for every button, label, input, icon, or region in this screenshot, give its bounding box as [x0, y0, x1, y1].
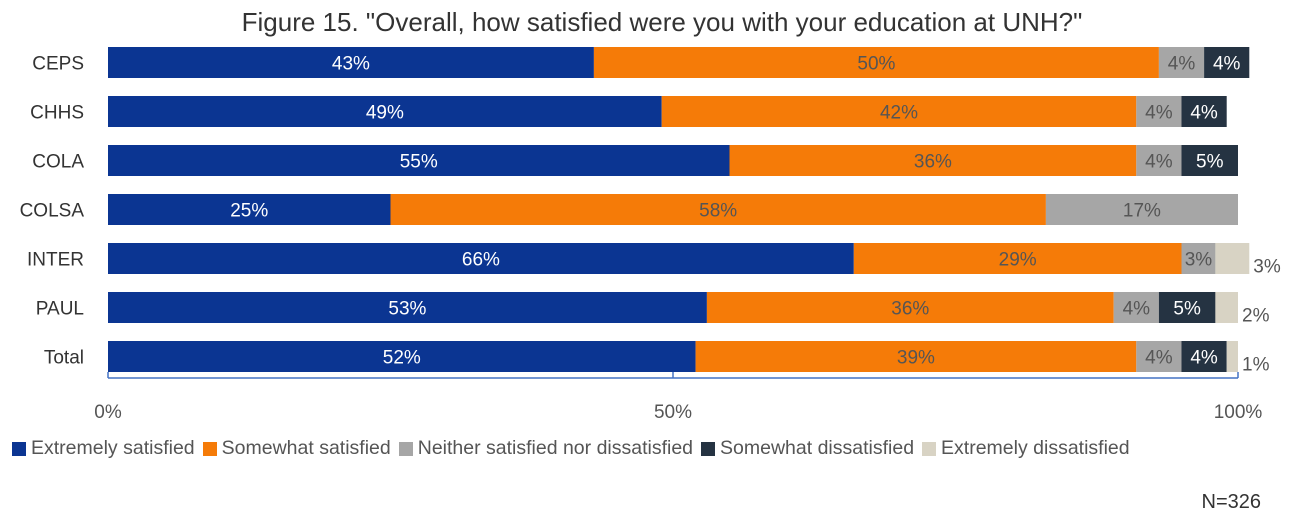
data-label-ceps-extremely-satisfied: 43% [332, 54, 370, 75]
data-label-total-somewhat-dissatisfied: 4% [1190, 348, 1218, 369]
data-label-chhs-extremely-satisfied: 49% [366, 103, 404, 124]
legend-item-somewhat-satisfied: Somewhat satisfied [202, 437, 391, 460]
bar-chhs-neither-satisfied-nor-dissatisfied [1136, 96, 1182, 127]
bar-ceps-somewhat-satisfied [593, 47, 1159, 78]
data-label-cola-somewhat-satisfied: 36% [914, 152, 952, 173]
data-label-chhs-somewhat-satisfied: 42% [880, 103, 918, 124]
bar-paul-extremely-satisfied [108, 292, 707, 323]
bar-total-extremely-satisfied [108, 341, 696, 372]
legend-item-neither-satisfied-nor-dissatisfied: Neither satisfied nor dissatisfied [398, 437, 694, 460]
bar-inter-somewhat-satisfied [853, 243, 1182, 274]
bar-paul-somewhat-dissatisfied [1158, 292, 1216, 323]
category-label-ceps: CEPS [32, 54, 84, 75]
legend-item-extremely-satisfied: Extremely satisfied [12, 437, 195, 460]
data-label-inter-neither-satisfied-nor-dissatisfied: 3% [1185, 250, 1213, 271]
bar-chhs-extremely-satisfied [108, 96, 662, 127]
bar-inter-extremely-satisfied [108, 243, 854, 274]
data-label-total-extremely-satisfied: 52% [383, 348, 421, 369]
bar-total-neither-satisfied-nor-dissatisfied [1136, 341, 1182, 372]
legend: Extremely satisfied Somewhat satisfied Nei… [12, 437, 1138, 460]
x-tick-label: 0% [94, 402, 122, 423]
category-label-colsa: COLSA [20, 201, 85, 222]
data-label-colsa-neither-satisfied-nor-dissatisfied: 17% [1123, 201, 1161, 222]
bar-cola-somewhat-dissatisfied [1181, 145, 1238, 176]
x-tick-label: 50% [654, 402, 692, 423]
legend-swatch [202, 441, 217, 456]
legend-label: Somewhat satisfied [221, 437, 391, 459]
data-label-chhs-neither-satisfied-nor-dissatisfied: 4% [1145, 103, 1173, 124]
legend-label: Extremely dissatisfied [941, 437, 1130, 459]
data-label-paul-somewhat-dissatisfied: 5% [1173, 299, 1201, 320]
bar-colsa-extremely-satisfied [108, 194, 391, 225]
data-label-ceps-neither-satisfied-nor-dissatisfied: 4% [1168, 54, 1196, 75]
category-label-total: Total [44, 348, 84, 369]
data-label-colsa-extremely-satisfied: 25% [230, 201, 268, 222]
data-label-ceps-somewhat-satisfied: 50% [857, 54, 895, 75]
data-label-paul-extremely-dissatisfied: 2% [1242, 306, 1270, 327]
category-label-chhs: CHHS [30, 103, 84, 124]
data-label-colsa-somewhat-satisfied: 58% [699, 201, 737, 222]
data-label-inter-somewhat-satisfied: 29% [999, 250, 1037, 271]
bar-ceps-somewhat-dissatisfied [1204, 47, 1250, 78]
data-label-paul-extremely-satisfied: 53% [388, 299, 426, 320]
bar-inter-neither-satisfied-nor-dissatisfied [1181, 243, 1216, 274]
bar-inter-extremely-dissatisfied [1215, 243, 1250, 274]
legend-item-somewhat-dissatisfied: Somewhat dissatisfied [701, 437, 914, 460]
data-label-cola-somewhat-dissatisfied: 5% [1196, 152, 1224, 173]
data-label-chhs-somewhat-dissatisfied: 4% [1190, 103, 1218, 124]
legend-swatch [12, 441, 26, 456]
chart-title: Figure 15. "Overall, how satisfied were … [242, 7, 1083, 37]
legend-label: Extremely satisfied [31, 437, 195, 459]
legend-swatch [398, 441, 413, 456]
legend-label: Neither satisfied nor dissatisfied [417, 437, 694, 459]
bar-chhs-somewhat-satisfied [661, 96, 1137, 127]
legend-swatch [922, 441, 937, 456]
data-label-cola-extremely-satisfied: 55% [400, 152, 438, 173]
bar-total-somewhat-dissatisfied [1181, 341, 1227, 372]
bar-total-extremely-dissatisfied [1226, 341, 1238, 372]
category-label-paul: PAUL [36, 299, 84, 320]
bar-chhs-somewhat-dissatisfied [1181, 96, 1227, 127]
bar-total-somewhat-satisfied [695, 341, 1137, 372]
data-label-cola-neither-satisfied-nor-dissatisfied: 4% [1145, 152, 1173, 173]
bar-paul-extremely-dissatisfied [1215, 292, 1238, 323]
bar-paul-neither-satisfied-nor-dissatisfied [1113, 292, 1159, 323]
data-label-total-extremely-dissatisfied: 1% [1242, 355, 1270, 376]
stacked-bar-chart: Figure 15. "Overall, how satisfied were … [20, 7, 1281, 423]
bar-cola-somewhat-satisfied [729, 145, 1137, 176]
bar-cola-extremely-satisfied [108, 145, 730, 176]
data-label-ceps-somewhat-dissatisfied: 4% [1213, 54, 1241, 75]
bar-colsa-neither-satisfied-nor-dissatisfied [1045, 194, 1238, 225]
category-label-cola: COLA [32, 152, 84, 173]
data-label-paul-neither-satisfied-nor-dissatisfied: 4% [1123, 299, 1151, 320]
data-label-total-somewhat-satisfied: 39% [897, 348, 935, 369]
bar-ceps-neither-satisfied-nor-dissatisfied [1158, 47, 1205, 78]
data-label-total-neither-satisfied-nor-dissatisfied: 4% [1145, 348, 1173, 369]
data-label-inter-extremely-dissatisfied: 3% [1253, 257, 1281, 278]
data-label-inter-extremely-satisfied: 66% [462, 250, 500, 271]
x-tick-label: 100% [1214, 402, 1263, 423]
x-axis: 0% 50% 100% [94, 372, 1262, 423]
bar-colsa-somewhat-satisfied [390, 194, 1046, 225]
bar-ceps-extremely-satisfied [108, 47, 594, 78]
legend-label: Somewhat dissatisfied [720, 437, 915, 459]
legend-item-extremely-dissatisfied: Extremely dissatisfied [922, 437, 1130, 460]
data-label-paul-somewhat-satisfied: 36% [891, 299, 929, 320]
bars-group: CEPS 43% 50% 4% 4% CHHS 49% 42% 4% 4% COLA 55% 36% 4%… [20, 47, 1281, 376]
bar-cola-neither-satisfied-nor-dissatisfied [1136, 145, 1182, 176]
sample-size-note: N=326 [1201, 491, 1262, 513]
category-label-inter: INTER [27, 250, 84, 271]
legend-swatch [701, 441, 716, 456]
bar-paul-somewhat-satisfied [706, 292, 1114, 323]
